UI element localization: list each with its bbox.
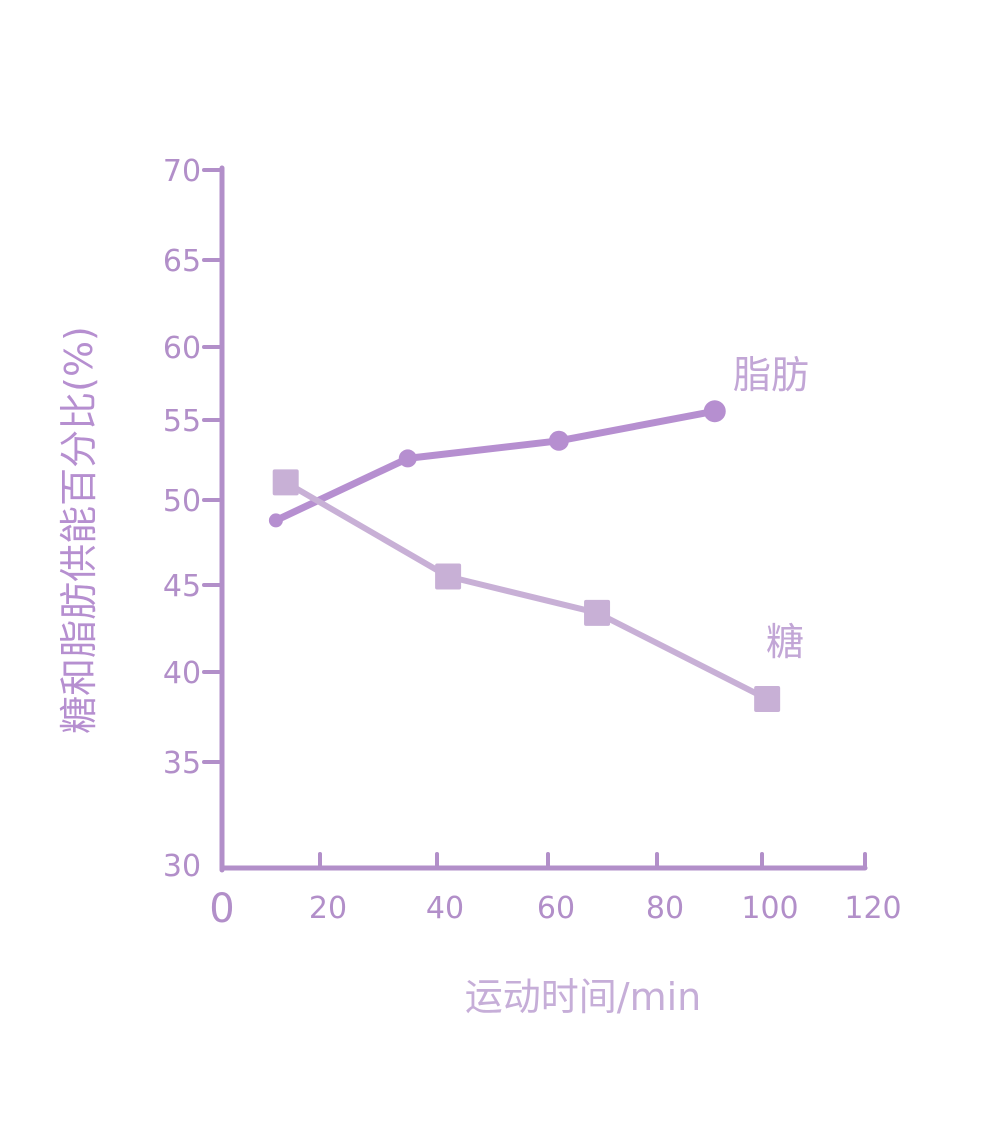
data-point-square	[584, 599, 611, 626]
data-point-circle	[703, 400, 726, 423]
y-tick-label: 70	[163, 154, 201, 189]
x-tick-label: 40	[426, 891, 464, 926]
x-axis-label: 运动时间/min	[465, 975, 701, 1019]
data-point-circle	[398, 449, 417, 468]
series-line-0	[274, 407, 716, 524]
y-axis-label: 糖和脂肪供能百分比(%)	[57, 326, 101, 734]
x-tick-label: 20	[309, 891, 347, 926]
y-tick-label: 60	[163, 331, 201, 366]
x-tick-label: 0	[209, 886, 234, 932]
data-point-square	[435, 563, 462, 590]
y-tick-label: 45	[163, 569, 201, 604]
y-tick-label: 65	[163, 244, 201, 279]
x-tick-label: 80	[646, 891, 684, 926]
x-tick-label: 60	[537, 891, 575, 926]
series-label-fat: 脂肪	[733, 353, 809, 397]
series-line-1	[284, 479, 769, 702]
y-tick-label: 35	[163, 746, 201, 781]
series-label-sugar: 糖	[766, 620, 804, 664]
y-tick-label: 50	[163, 484, 201, 519]
x-tick-label: 100	[741, 891, 798, 926]
x-tick-label: 120	[844, 891, 901, 926]
y-tick-label: 55	[163, 404, 201, 439]
y-tick-label: 30	[163, 849, 201, 884]
data-point-circle	[548, 430, 569, 451]
y-tick-label: 40	[163, 656, 201, 691]
data-point-circle	[268, 513, 283, 528]
data-point-square	[754, 686, 781, 712]
data-point-square	[272, 469, 299, 496]
